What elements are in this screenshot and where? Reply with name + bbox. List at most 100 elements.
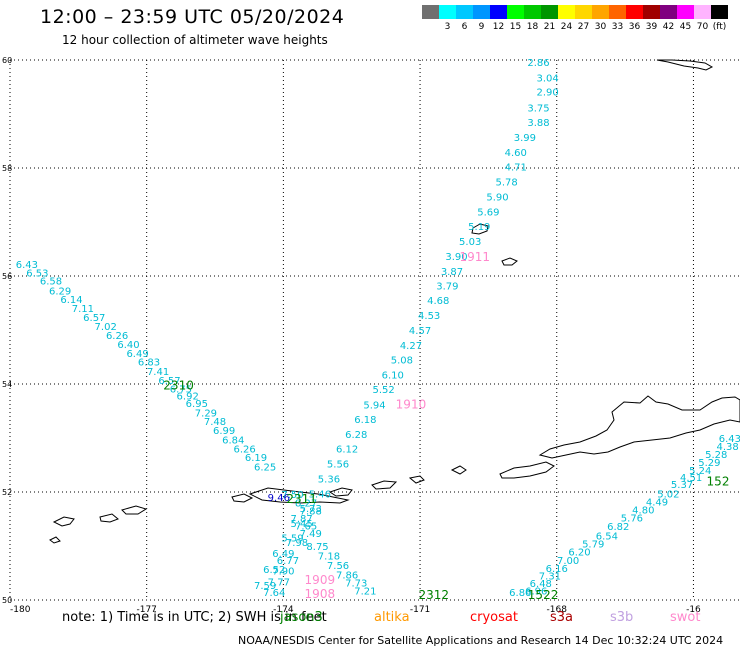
wave-height-value: 5.73 bbox=[300, 504, 322, 515]
wave-height-value: 6.53 bbox=[26, 269, 48, 280]
wave-height-value: 3.87 bbox=[441, 267, 463, 278]
wave-height-value: 6.92 bbox=[177, 392, 199, 403]
wave-height-value: 7.50 bbox=[281, 490, 303, 501]
page-title: 12:00 – 23:59 UTC 05/20/2024 bbox=[40, 6, 345, 28]
wave-height-value: 7.00 bbox=[557, 556, 579, 567]
wave-height-value: 6.58 bbox=[40, 277, 62, 288]
wave-height-value: 6.95 bbox=[186, 399, 208, 410]
legend-label: 27 bbox=[577, 22, 590, 32]
x-tick-label: -174 bbox=[273, 605, 294, 615]
legend-swatch bbox=[592, 5, 609, 19]
wave-height-value: 6.52 bbox=[263, 565, 285, 576]
wave-height-value: 6.26 bbox=[234, 445, 256, 456]
land-rat-islands bbox=[121, 505, 148, 515]
wave-height-value: 2.86 bbox=[527, 58, 549, 69]
altimeter-tracks: 6.436.536.586.296.147.116.577.026.266.40… bbox=[16, 58, 740, 602]
wave-height-value: 4.38 bbox=[716, 442, 738, 453]
wave-height-value: 6.48 bbox=[530, 579, 552, 590]
wave-height-value: 7.48 bbox=[204, 417, 226, 428]
y-tick-label: 60 bbox=[2, 56, 12, 65]
wave-height-value: 7.02 bbox=[95, 322, 117, 333]
legend-label: 33 bbox=[611, 22, 624, 32]
wave-height-value: 7.98 bbox=[286, 538, 308, 549]
wave-height-value: 5.24 bbox=[689, 466, 711, 477]
wave-height-value: 7.56 bbox=[327, 561, 349, 572]
land-amlia bbox=[371, 480, 398, 490]
wave-height-value: 6.96 bbox=[525, 587, 547, 598]
legend-label: 3 bbox=[444, 22, 451, 32]
land-atka bbox=[328, 487, 353, 497]
legend-label: 24 bbox=[560, 22, 573, 32]
wave-height-value: 6.12 bbox=[336, 445, 358, 456]
legend-label: (ft) bbox=[712, 22, 727, 32]
x-tick-label: -171 bbox=[410, 605, 430, 615]
wave-height-value: 7.65 bbox=[295, 521, 317, 532]
legend-label: 18 bbox=[526, 22, 539, 32]
sat-jason3-label: jason3 bbox=[280, 610, 323, 625]
y-tick-label: 56 bbox=[2, 272, 12, 281]
x-tick-label: -168 bbox=[547, 605, 568, 615]
legend-label: 21 bbox=[543, 22, 556, 32]
wave-height-value: 5.90 bbox=[486, 192, 508, 203]
land-attu bbox=[52, 516, 75, 527]
legend-label: 39 bbox=[645, 22, 658, 32]
wave-height-value: 5.36 bbox=[318, 474, 340, 485]
land-seguam bbox=[408, 475, 425, 484]
wave-height-value: 6.18 bbox=[354, 415, 376, 426]
wave-height-value: 2.90 bbox=[537, 88, 559, 99]
legend-swatch bbox=[660, 5, 677, 19]
axis-ticks: -180 -177 -174 -171 -168 -16 50 52 54 56 58 60 bbox=[2, 56, 701, 615]
wave-height-value: 6.14 bbox=[60, 295, 82, 306]
sat-swot-label: swot bbox=[670, 610, 701, 625]
wave-height-value: 3.99 bbox=[514, 133, 536, 144]
wave-height-value: 6.25 bbox=[254, 462, 276, 473]
wave-height-value: 4.49 bbox=[646, 498, 668, 509]
wave-height-value: 5.29 bbox=[698, 458, 720, 469]
pass-time-label: 1910 bbox=[396, 397, 427, 411]
wave-height-value: 4.68 bbox=[427, 296, 449, 307]
land-small-west bbox=[49, 536, 61, 544]
legend-swatch bbox=[677, 5, 694, 19]
sat-altika-label: altika bbox=[374, 610, 410, 625]
wave-height-value: 5.28 bbox=[705, 450, 727, 461]
legend-swatch bbox=[558, 5, 575, 19]
wave-height-value: 4.57 bbox=[409, 326, 431, 337]
wave-height-value: 7.49 bbox=[300, 529, 322, 540]
legend-swatch bbox=[609, 5, 626, 19]
wave-height-value: 6.83 bbox=[138, 358, 160, 369]
legend-swatch bbox=[422, 5, 439, 19]
y-tick-label: 54 bbox=[2, 380, 12, 389]
wave-height-value: 5.19 bbox=[468, 222, 490, 233]
sat-s3a-label: s3a bbox=[550, 610, 574, 625]
wave-height-value: 7.88 bbox=[300, 507, 322, 518]
land-unimak bbox=[538, 395, 740, 459]
wave-height-value: 6.84 bbox=[222, 435, 244, 446]
legend-swatch bbox=[541, 5, 558, 19]
wave-height-value: 5.76 bbox=[621, 514, 643, 525]
pass-time-label: 1909 bbox=[305, 573, 336, 587]
land-masses bbox=[49, 59, 740, 544]
page-subtitle: 12 hour collection of altimeter wave hei… bbox=[62, 33, 328, 47]
y-tick-label: 50 bbox=[2, 596, 12, 605]
wave-height-value: 5.03 bbox=[459, 237, 481, 248]
wave-height-value: 6.99 bbox=[213, 426, 235, 437]
wave-height-value: 5.45 bbox=[290, 519, 312, 530]
legend-label: 30 bbox=[594, 22, 607, 32]
wave-height-value: 7.11 bbox=[72, 304, 94, 315]
wave-height-value: 5.02 bbox=[657, 489, 679, 500]
land-islands-of-four bbox=[450, 465, 467, 475]
legend-swatch bbox=[507, 5, 524, 19]
wave-height-value: 6.43 bbox=[16, 260, 38, 271]
land-pribilof-stgeorge bbox=[501, 257, 518, 266]
wave-height-value: 6.19 bbox=[245, 453, 267, 464]
wave-height-value: 6.49 bbox=[272, 549, 294, 560]
wave-height-value: 6.75 bbox=[170, 385, 192, 396]
pass-time-label: 2311 bbox=[286, 492, 317, 506]
x-tick-label: -16 bbox=[686, 605, 701, 615]
wave-height-value: 7.18 bbox=[318, 552, 340, 563]
wave-height-value: 6.86 bbox=[509, 588, 531, 599]
legend-label: 45 bbox=[679, 22, 692, 32]
wave-height-value: 4.53 bbox=[418, 311, 440, 322]
wave-height-value: 5.59 bbox=[281, 534, 303, 545]
